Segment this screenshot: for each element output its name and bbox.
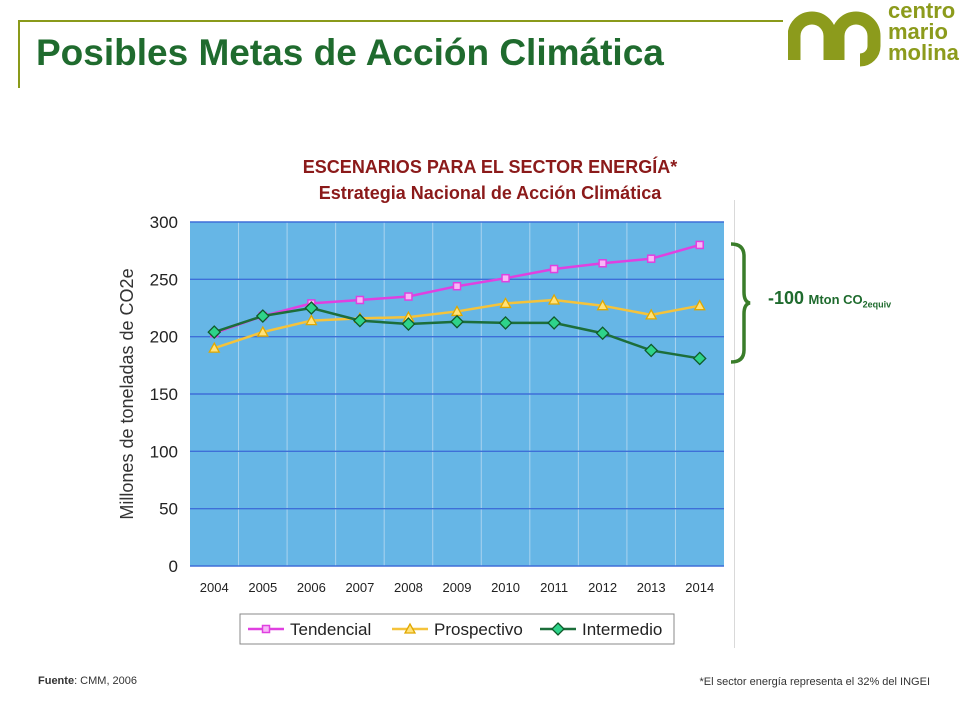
legend-marker-intermedio — [551, 622, 565, 636]
point-intermedio — [692, 351, 707, 366]
footer-note: *El sector energía representa el 32% del… — [699, 676, 930, 688]
point-intermedio — [644, 343, 659, 358]
x-tick-label: 2005 — [248, 580, 277, 595]
logo-line: mario — [888, 19, 948, 44]
logo-line: centro — [888, 0, 956, 23]
point-intermedio — [547, 315, 562, 330]
point-intermedio — [255, 309, 270, 323]
point-intermedio — [595, 326, 610, 341]
y-tick-label: 50 — [159, 500, 178, 519]
point-intermedio — [207, 325, 222, 339]
y-tick-label: 200 — [150, 328, 178, 347]
x-tick-label: 2014 — [685, 580, 714, 595]
point-prospectivo — [645, 308, 658, 320]
logo-line: molina — [888, 40, 959, 65]
point-prospectivo — [208, 341, 221, 353]
chart-heading-line2: Estrategia Nacional de Acción Climática — [318, 183, 662, 203]
point-tendencial — [452, 281, 462, 291]
point-intermedio — [352, 313, 367, 328]
point-prospectivo — [596, 299, 609, 311]
point-tendencial — [646, 254, 656, 263]
y-tick-label: 250 — [150, 270, 178, 289]
legend-marker-prospectivo — [403, 622, 417, 634]
footer-source: Fuente: CMM, 2006 — [38, 675, 137, 687]
point-tendencial — [598, 259, 607, 268]
point-intermedio — [498, 315, 513, 330]
curly-brace-icon — [730, 242, 751, 364]
x-tick-label: 2008 — [394, 580, 423, 595]
point-intermedio — [401, 317, 416, 331]
legend-label-tendencial: Tendencial — [290, 620, 371, 639]
x-tick-label: 2012 — [588, 580, 617, 595]
point-intermedio — [450, 314, 464, 329]
reduction-unit-sub: 2equiv — [862, 299, 892, 310]
reduction-annotation: -100 Mton CO2equiv — [768, 288, 891, 310]
x-tick-label: 2007 — [345, 580, 374, 595]
x-tick-label: 2006 — [297, 580, 326, 595]
x-tick-label: 2009 — [443, 580, 472, 595]
chart-heading: ESCENARIOS PARA EL SECTOR ENERGÍA* Estra… — [160, 154, 820, 206]
x-tick-label: 2013 — [637, 580, 666, 595]
y-tick-label: 150 — [150, 385, 178, 404]
point-tendencial — [404, 292, 413, 301]
y-tick-label: 100 — [150, 442, 178, 461]
frame-left-rule — [18, 20, 20, 88]
y-tick-label: 300 — [150, 213, 178, 232]
page-title: Posibles Metas de Acción Climática — [36, 32, 664, 73]
reduction-unit-text: Mton CO — [808, 292, 863, 307]
legend-marker-tendencial — [261, 624, 271, 634]
x-tick-label: 2011 — [540, 580, 568, 595]
logo-text: centro mario molina — [888, 0, 959, 65]
reduction-unit: Mton CO2equiv — [808, 292, 892, 310]
point-prospectivo — [693, 299, 706, 311]
point-tendencial — [549, 264, 559, 274]
legend-label-prospectivo: Prospectivo — [434, 620, 523, 639]
chart-heading-line1: ESCENARIOS PARA EL SECTOR ENERGÍA* — [302, 157, 678, 177]
x-tick-label: 2010 — [491, 580, 520, 595]
frame-top-rule — [18, 20, 783, 22]
legend-label-intermedio: Intermedio — [582, 620, 662, 639]
divider-line — [734, 200, 735, 648]
y-tick-label: 0 — [169, 557, 178, 576]
point-prospectivo — [256, 325, 269, 337]
point-tendencial — [695, 240, 704, 250]
logo-mark — [788, 11, 881, 67]
source-label: Fuente — [38, 675, 75, 687]
point-tendencial — [501, 273, 510, 283]
point-prospectivo — [547, 293, 561, 305]
legend-box — [239, 613, 675, 645]
point-intermedio — [304, 301, 319, 315]
reduction-value: -100 — [768, 288, 805, 308]
source-text: : CMM, 2006 — [74, 675, 138, 687]
x-tick-label: 2004 — [200, 580, 229, 595]
line-chart: 0 50 100 150 200 250 300 2004 2005 2006 2007 2008 20… — [117, 213, 724, 645]
point-prospectivo — [499, 297, 512, 309]
point-tendencial — [355, 295, 365, 305]
y-axis-label: Millones de toneladas de CO2e — [117, 268, 137, 519]
point-prospectivo — [305, 314, 318, 326]
